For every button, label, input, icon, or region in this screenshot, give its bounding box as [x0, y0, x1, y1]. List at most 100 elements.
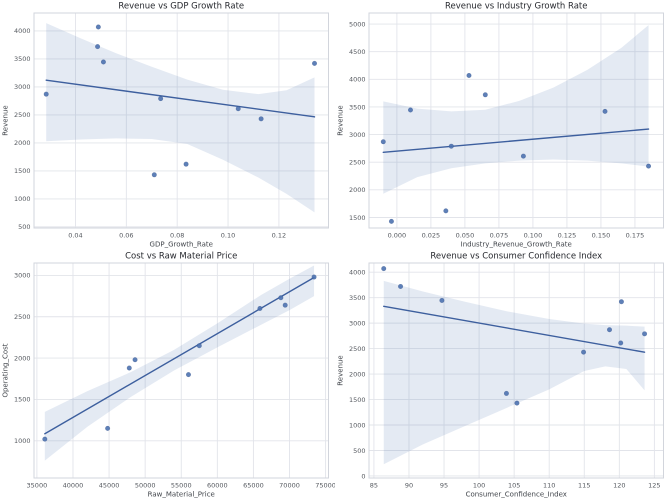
data-point: [407, 107, 413, 113]
data-point: [100, 59, 106, 65]
chart-revenue-vs-confidence: Revenue vs Consumer Confidence Index 85 90…: [335, 250, 669, 500]
y-tick-label: 4000: [348, 76, 365, 84]
x-tick-label: 90: [404, 482, 412, 490]
x-tick-label: 105: [507, 482, 519, 490]
data-point: [42, 436, 48, 442]
plot-area: [368, 263, 663, 478]
data-point: [105, 425, 111, 431]
data-point: [442, 208, 448, 214]
y-axis-label: Revenue: [336, 105, 344, 136]
data-point: [602, 108, 608, 114]
data-point: [151, 172, 157, 178]
scatter-plot-svg: Revenue vs Consumer Confidence Index 85 90…: [336, 252, 664, 499]
data-point: [380, 266, 386, 272]
y-tick-label: 1000: [14, 195, 31, 203]
data-point: [95, 24, 101, 30]
confidence-band: [44, 265, 315, 461]
chart-title: Revenue vs Industry Growth Rate: [444, 2, 587, 12]
chart-title: Cost vs Raw Material Price: [125, 252, 237, 262]
y-tick-label: 4500: [348, 48, 365, 56]
data-point: [282, 302, 288, 308]
x-axis-label: Raw_Material_Price: [148, 491, 215, 499]
x-axis-label: Consumer_Confidence_Index: [465, 491, 566, 499]
x-tick-label: 100: [472, 482, 484, 490]
y-tick-label: 3000: [14, 272, 31, 280]
x-tick-label: 115: [578, 482, 590, 490]
y-axis-label: Revenue: [2, 105, 10, 136]
data-point: [278, 295, 284, 301]
x-tick-label: 0.100: [523, 232, 542, 240]
data-point: [43, 91, 49, 97]
y-tick-label: 2000: [348, 370, 365, 378]
data-point: [482, 92, 488, 98]
x-tick-label: 35000: [27, 482, 48, 490]
x-axis-label: Industry_Revenue_Growth_Rate: [460, 241, 571, 249]
scatter-plot-svg: Revenue vs GDP Growth Rate 0.04 0.06 0.08 0.…: [2, 2, 329, 249]
x-tick-label: 120: [613, 482, 625, 490]
x-tick-label: 110: [542, 482, 554, 490]
regression-line: [382, 128, 649, 153]
chart-revenue-vs-gdp: Revenue vs GDP Growth Rate 0.04 0.06 0.08 0.…: [0, 0, 335, 250]
plot-border: [33, 262, 329, 479]
y-tick-label: 2500: [348, 345, 365, 353]
x-tick-label: 0.12: [272, 232, 286, 240]
x-tick-label: 85: [369, 482, 377, 490]
x-tick-label: 60000: [207, 482, 228, 490]
x-tick-label: 95: [439, 482, 447, 490]
y-tick-label: 500: [353, 447, 365, 455]
x-tick-label: 125: [648, 482, 660, 490]
data-point: [503, 390, 509, 396]
confidence-band: [383, 280, 645, 465]
x-tick-label: 70000: [279, 482, 300, 490]
data-point: [257, 305, 263, 311]
y-tick-label: 1500: [14, 396, 31, 404]
data-point: [258, 116, 264, 122]
x-tick-label: 0.06: [119, 232, 133, 240]
x-tick-label: 55000: [171, 482, 192, 490]
data-point: [520, 153, 526, 159]
y-tick-label: 3500: [348, 294, 365, 302]
x-tick-label: 0.025: [421, 232, 440, 240]
y-tick-label: 4000: [14, 27, 31, 35]
x-tick-label: 0.075: [489, 232, 508, 240]
y-axis-label: Operating_Cost: [2, 343, 10, 397]
chart-title: Revenue vs Consumer Confidence Index: [430, 252, 602, 262]
confidence-band: [46, 23, 315, 213]
chart-title: Revenue vs GDP Growth Rate: [118, 2, 244, 12]
data-point: [183, 161, 189, 167]
y-axis-label: Revenue: [336, 355, 344, 386]
x-tick-label: 50000: [135, 482, 156, 490]
y-tick-label: 2500: [14, 111, 31, 119]
data-point: [388, 218, 394, 224]
regression-line: [45, 79, 316, 118]
y-tick-label: 2000: [348, 186, 365, 194]
x-tick-label: 0.150: [591, 232, 610, 240]
y-tick-label: 3000: [348, 131, 365, 139]
data-point: [397, 283, 403, 289]
plot-border: [368, 262, 664, 479]
x-tick-label: 0.08: [170, 232, 184, 240]
y-tick-label: 2500: [14, 313, 31, 321]
data-point: [185, 372, 191, 378]
data-point: [312, 60, 318, 66]
chart-cost-vs-raw-material: Cost vs Raw Material Price 35000 40000 4500…: [0, 250, 335, 500]
y-tick-label: 5000: [348, 20, 365, 28]
data-point: [158, 96, 164, 102]
y-tick-label: 1000: [348, 421, 365, 429]
y-tick-label: 3000: [348, 319, 365, 327]
x-axis-label: GDP_Growth_Rate: [150, 241, 213, 249]
data-point: [448, 143, 454, 149]
y-tick-label: 1000: [14, 437, 31, 445]
plot-area: [368, 13, 663, 228]
y-tick-label: 500: [18, 223, 30, 231]
data-point: [438, 297, 444, 303]
data-point: [641, 331, 647, 337]
y-tick-label: 1500: [348, 396, 365, 404]
y-tick-label: 2000: [14, 354, 31, 362]
data-point: [380, 139, 386, 145]
data-point: [617, 340, 623, 346]
x-tick-label: 0.050: [455, 232, 474, 240]
x-tick-label: 0.175: [625, 232, 644, 240]
y-tick-label: 2000: [14, 139, 31, 147]
